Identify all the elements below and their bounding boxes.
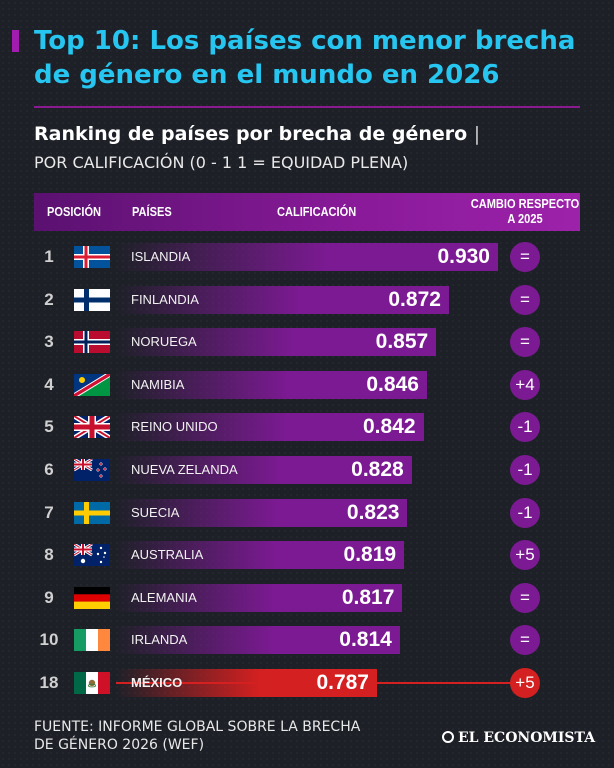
rank-label: 18 (39, 673, 59, 692)
brand-icon (442, 731, 454, 743)
table-row: 7 SUECIA 0.823 -1 (0, 495, 614, 531)
country-label: REINO UNIDO (131, 419, 218, 435)
header-position: POSICIÓN (47, 204, 102, 219)
germany-flag (74, 586, 110, 609)
sweden-flag (74, 501, 110, 524)
page-title: Top 10: Los países con menor brecha de g… (34, 26, 576, 90)
country-label: NAMIBIA (131, 376, 185, 392)
score-value: 0.930 (437, 245, 490, 268)
score-value: 0.819 (343, 543, 397, 567)
score-value: 0.823 (346, 500, 400, 524)
rank-label: 3 (44, 332, 54, 352)
title-accent-bar (12, 30, 19, 52)
score-bar (116, 456, 412, 484)
country-label: FINLANDIA (131, 291, 199, 307)
score-value: 0.857 (375, 330, 429, 354)
norway-flag (74, 331, 110, 354)
rank-label: 2 (44, 289, 54, 309)
score-bar (116, 498, 408, 527)
header-change: CAMBIO RESPECTO A 2025 (470, 196, 580, 226)
change-badge: -1 (510, 412, 540, 443)
change-badge: = (510, 284, 540, 315)
mexico-flag (74, 672, 110, 694)
change-badge: = (510, 242, 540, 272)
score-bar (116, 413, 424, 442)
score-value: 0.842 (362, 415, 416, 439)
brand-name: EL ECONOMISTA (458, 730, 596, 746)
change-badge: = (510, 582, 540, 613)
finland-flag (74, 288, 110, 311)
change-badge: -1 (510, 455, 540, 485)
rank-label: 5 (44, 417, 54, 437)
change-badge: = (510, 327, 540, 358)
country-label: MÉXICO (131, 675, 183, 690)
country-label: IRLANDA (131, 632, 188, 648)
country-label: NORUEGA (131, 334, 197, 350)
namibia-flag (74, 373, 110, 396)
score-bar (116, 669, 377, 697)
score-bar (116, 541, 405, 570)
score-value: 0.787 (316, 671, 369, 694)
table-row: 18 MÉXICO 0.787 +5 (0, 665, 614, 701)
score-bar (116, 583, 403, 612)
table-row: 3 NORUEGA 0.857 = (0, 324, 614, 360)
rank-label: 4 (44, 374, 54, 394)
country-label: SUECIA (131, 504, 180, 520)
rank-label: 1 (44, 247, 54, 266)
brand-logo: EL ECONOMISTA (442, 730, 595, 746)
uk-flag (74, 416, 110, 439)
rank-label: 7 (44, 502, 54, 522)
score-bar (116, 285, 449, 314)
iceland-flag (74, 246, 110, 268)
header-score: CALIFICACIÓN (277, 204, 357, 219)
country-label: ISLANDIA (131, 249, 191, 264)
rank-label: 8 (44, 545, 54, 565)
score-value: 0.872 (388, 287, 441, 311)
table-row: 8 AUSTRALIA 0.819 +5 (0, 537, 614, 573)
ireland-flag (74, 629, 110, 652)
table-row: 5 REINO UNIDO 0.842 -1 (0, 409, 614, 445)
score-bar (116, 370, 427, 399)
header-country: PAÍSES (132, 204, 172, 219)
rank-label: 6 (44, 460, 54, 479)
score-bar (116, 626, 400, 655)
scale-note: POR CALIFICACIÓN (0 - 1 1 = EQUIDAD PLEN… (34, 153, 409, 172)
score-value: 0.846 (366, 372, 419, 396)
change-badge: +5 (510, 668, 540, 698)
subtitle-separator: | (473, 123, 481, 145)
australia-flag (74, 544, 110, 567)
country-label: NUEVA ZELANDA (131, 462, 238, 477)
rank-label: 10 (39, 630, 59, 650)
country-label: ALEMANIA (131, 589, 197, 605)
score-bar (116, 328, 437, 357)
table-row: 9 ALEMANIA 0.817 = (0, 580, 614, 616)
score-value: 0.814 (339, 628, 392, 652)
table-row: 4 NAMIBIA 0.846 +4 (0, 367, 614, 403)
score-bar (116, 243, 498, 271)
table-header: POSICIÓN PAÍSES CALIFICACIÓN CAMBIO RESP… (34, 193, 580, 231)
score-value: 0.817 (341, 585, 395, 609)
change-badge: = (510, 625, 540, 656)
source-note: FUENTE: INFORME GLOBAL SOBRE LA BRECHA D… (34, 719, 361, 753)
rank-label: 9 (44, 587, 54, 607)
change-badge: +4 (510, 369, 540, 400)
table-row: 6 NUEVA ZELANDA 0.828 -1 (0, 452, 614, 488)
change-badge: +5 (510, 540, 540, 571)
table-row: 2 FINLANDIA 0.872 = (0, 282, 614, 318)
table-row: 10 IRLANDA 0.814 = (0, 622, 614, 658)
new-zealand-flag (74, 459, 110, 481)
title-divider (34, 106, 580, 108)
score-value: 0.828 (351, 458, 404, 481)
table-row: 1 ISLANDIA 0.930 = (0, 239, 614, 275)
change-badge: -1 (510, 497, 540, 528)
chart-subtitle: Ranking de países por brecha de género | (34, 123, 480, 145)
subtitle-text: Ranking de países por brecha de género (34, 123, 468, 145)
country-label: AUSTRALIA (131, 547, 204, 563)
